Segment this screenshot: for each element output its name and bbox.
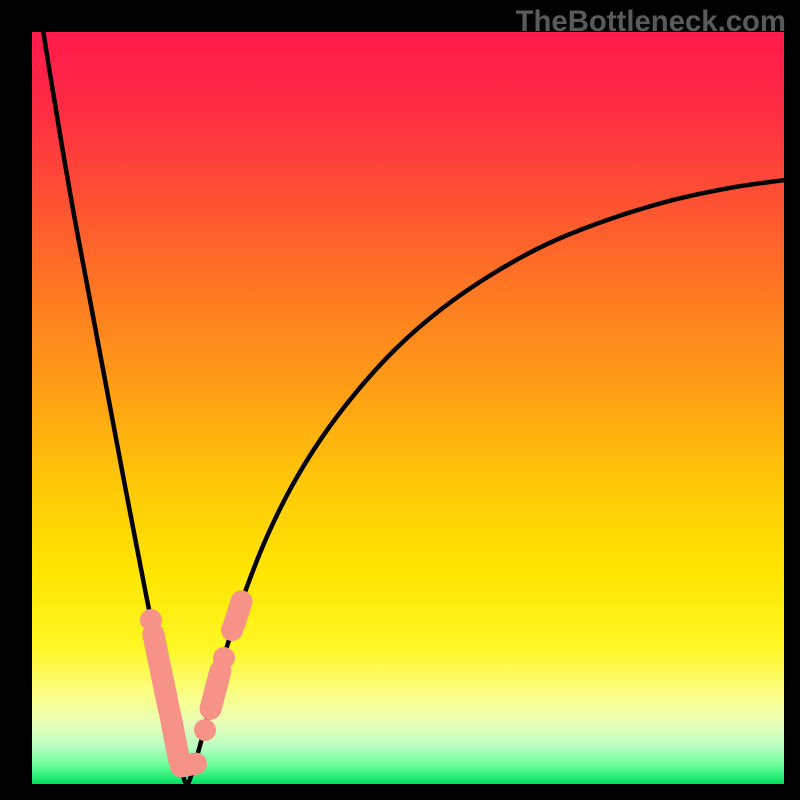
watermark-text: TheBottleneck.com <box>516 5 786 39</box>
v-curve <box>32 32 784 784</box>
plot-area <box>32 32 784 784</box>
marker-capsule <box>220 587 255 637</box>
marker-dot <box>194 719 216 741</box>
chart-canvas: TheBottleneck.com <box>0 0 800 800</box>
marker-capsule <box>197 658 234 722</box>
